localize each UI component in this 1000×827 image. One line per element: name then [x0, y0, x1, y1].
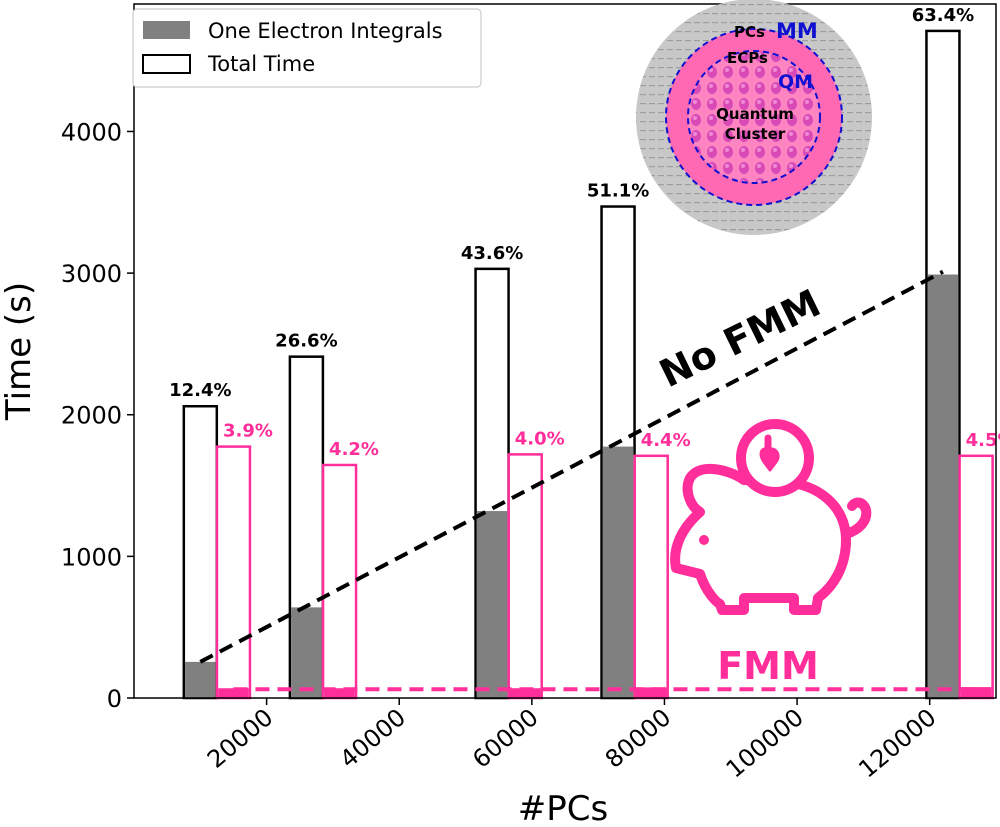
trend-line-nofmm — [199, 269, 944, 664]
fmm-label: FMM — [717, 644, 819, 688]
y-tick-label: 1000 — [61, 543, 122, 571]
bar-total-fmm — [321, 463, 358, 700]
percent-label-nofmm: 12.4% — [169, 380, 231, 401]
legend-label-integrals: One Electron Integrals — [208, 19, 443, 43]
percent-label-nofmm: 51.1% — [587, 181, 649, 202]
bar-total-fmm — [958, 454, 994, 700]
legend-swatch-integrals — [143, 21, 190, 39]
percent-label-fmm: 4.5% — [966, 430, 1000, 451]
legend: One Electron Integrals Total Time — [132, 8, 482, 88]
bar-integrals-fmm — [960, 687, 992, 698]
x-tick-label: 20000 — [202, 703, 278, 774]
bar-integrals-nofmm — [927, 274, 959, 698]
qm-boundary-circle — [665, 28, 843, 206]
y-tick-label: 4000 — [61, 118, 122, 146]
qmmm-inset-diagram: PCs MM ECPs QM Quantum Cluster — [636, 0, 872, 235]
quantum-cluster-circle — [688, 51, 820, 183]
bar-integrals-fmm — [509, 688, 541, 698]
x-tick-label: 60000 — [467, 703, 543, 774]
cluster-boundary-circle — [687, 50, 821, 184]
inset-label-cluster: Cluster — [725, 125, 786, 143]
percent-label-nofmm: 43.6% — [461, 243, 523, 264]
inset-label-mm: MM — [776, 19, 818, 43]
piggy-bank-clock-icon — [670, 419, 872, 615]
bar-integrals-fmm — [635, 687, 667, 698]
x-tick-label: 120000 — [853, 703, 941, 783]
x-tick-label: 100000 — [721, 703, 809, 783]
percent-label-nofmm: 63.4% — [912, 5, 974, 26]
x-ticks: 20000 40000 60000 80000 100000 120000 — [202, 698, 942, 783]
inset-label-pcs: PCs — [734, 23, 765, 41]
y-tick-label: 2000 — [61, 402, 122, 430]
percent-label-fmm: 4.4% — [641, 430, 691, 451]
y-axis-label: Time (s) — [0, 282, 39, 421]
x-axis-label: #PCs — [518, 789, 608, 827]
bar-integrals-fmm — [218, 688, 249, 698]
legend-frame — [132, 8, 482, 88]
bar-integrals-nofmm — [602, 446, 634, 698]
bar-integrals-nofmm — [185, 661, 216, 698]
plot-area: 12.4% 26.6% 43.6% 51.1% 63.4% 3.9% 4.2% 4.0% 4.4… — [169, 5, 1000, 700]
bar-integrals-nofmm — [476, 511, 508, 698]
bar-total-fmm — [507, 453, 543, 700]
legend-swatch-total — [142, 54, 191, 74]
no-fmm-label: No FMM — [653, 281, 828, 396]
inset-label-ecps: ECPs — [727, 49, 768, 67]
x-tick-label: 40000 — [335, 703, 411, 774]
y-ticks: 0 1000 2000 3000 4000 — [61, 118, 134, 713]
percent-label-fmm: 3.9% — [223, 421, 273, 442]
inset-label-qm: QM — [778, 71, 813, 93]
percent-label-fmm: 4.0% — [515, 428, 565, 449]
inset-label-quantum: Quantum — [716, 105, 794, 123]
bar-total-fmm — [633, 454, 669, 700]
bar-integrals-nofmm — [291, 607, 322, 698]
x-tick-label: 80000 — [600, 703, 676, 774]
bar-integrals-fmm — [324, 688, 355, 698]
y-tick-label: 0 — [107, 685, 122, 713]
percent-label-fmm: 4.2% — [329, 439, 379, 460]
percent-label-nofmm: 26.6% — [275, 331, 337, 352]
bar-total-fmm — [215, 445, 252, 700]
axes-frame — [133, 3, 997, 699]
legend-label-total: Total Time — [207, 52, 315, 76]
y-tick-label: 3000 — [61, 260, 122, 288]
